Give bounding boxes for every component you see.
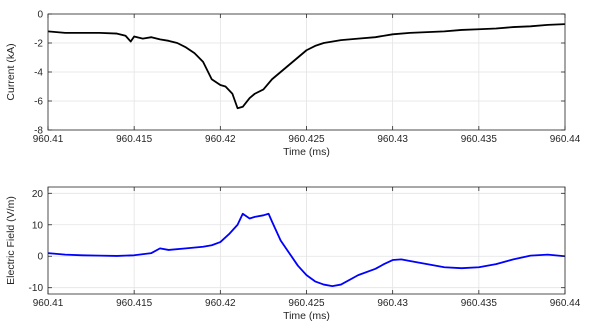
x-axis-label: Time (ms)	[283, 146, 330, 158]
x-tick-label: 960.43	[377, 298, 408, 309]
y-axis-label: Current (kA)	[5, 43, 17, 100]
y-tick-label: -2	[34, 39, 43, 50]
x-tick-label: 960.43	[377, 134, 408, 145]
x-tick-label: 960.415	[116, 298, 153, 309]
y-axis-label: Electric Field (V/m)	[5, 196, 17, 285]
x-tick-label: 960.415	[116, 134, 153, 145]
data-line	[47, 23, 566, 110]
y-tick-label: -4	[34, 68, 43, 79]
current-chart: 960.41 960.415 960.42 960.425 960.43 960.435 9…	[5, 10, 581, 159]
x-tick-label: 960.42	[205, 298, 236, 309]
y-tick-label: 0	[37, 252, 43, 263]
x-tick-label: 960.44	[550, 134, 581, 145]
x-tick-label: 960.41	[33, 134, 64, 145]
y-tick-label: -10	[29, 283, 44, 294]
y-tick-label: 10	[32, 220, 44, 231]
electric-field-chart: 960.41 960.415 960.42 960.425 960.43 960.435 9…	[5, 186, 581, 322]
y-tick-label: -6	[34, 97, 43, 108]
x-tick-label: 960.41	[33, 298, 64, 309]
x-tick-label: 960.44	[550, 298, 581, 309]
y-tick-label: 20	[32, 189, 44, 200]
y-tick-label: 0	[37, 10, 43, 21]
x-tick-label: 960.435	[461, 134, 498, 145]
x-tick-label: 960.42	[205, 134, 236, 145]
x-axis-label: Time (ms)	[283, 310, 330, 322]
y-tick-label: -8	[34, 126, 43, 137]
x-tick-label: 960.435	[461, 298, 498, 309]
data-line	[47, 212, 566, 288]
x-tick-label: 960.425	[288, 134, 325, 145]
x-tick-label: 960.425	[288, 298, 325, 309]
